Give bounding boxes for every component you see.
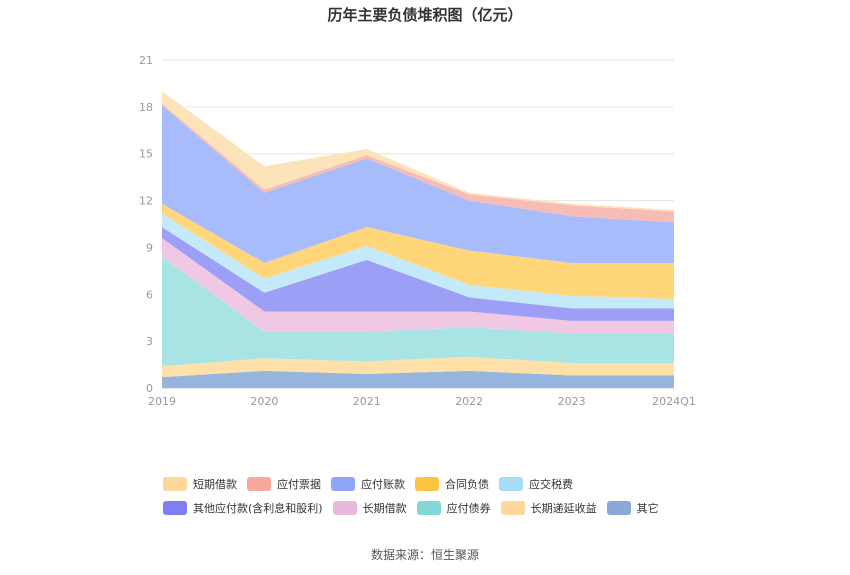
- legend-label: 应付票据: [277, 478, 321, 491]
- legend-label: 短期借款: [193, 478, 237, 491]
- legend-label: 其他应付款(含利息和股利): [193, 502, 323, 515]
- legend-item[interactable]: 应付账款: [331, 476, 405, 492]
- area-series-2[interactable]: [162, 256, 674, 367]
- x-tick-label: 2024Q1: [652, 395, 696, 408]
- y-tick-label: 6: [146, 288, 153, 301]
- y-tick-label: 15: [139, 148, 153, 161]
- y-tick-label: 0: [146, 382, 153, 395]
- y-tick-label: 12: [139, 195, 153, 208]
- area-series-6[interactable]: [162, 203, 674, 299]
- legend: 短期借款 应付票据 应付账款 合同负债 应交税费 其他应付款(含利息和股利) 长期借款 应付…: [163, 472, 723, 520]
- legend-label: 合同负债: [445, 478, 489, 491]
- legend-swatch: [163, 477, 187, 491]
- area-series-8[interactable]: [162, 103, 674, 223]
- y-tick-label: 3: [146, 335, 153, 348]
- y-tick-label: 21: [139, 54, 153, 67]
- area-series-7[interactable]: [162, 105, 674, 264]
- legend-swatch: [416, 501, 441, 515]
- x-tick-label: 2022: [455, 395, 483, 408]
- axis-layer: 0 3 6 9 12 15 18 21 2019 2020 2021 2022 2023 2024Q1: [139, 54, 696, 408]
- legend-swatch: [331, 477, 355, 491]
- legend-swatch: [499, 477, 523, 491]
- x-tick-label: 2023: [558, 395, 586, 408]
- legend-label: 长期借款: [362, 502, 407, 515]
- legend-swatch: [500, 501, 525, 515]
- y-tick-label: 18: [139, 101, 153, 114]
- legend-item[interactable]: 应付债券: [416, 500, 491, 516]
- legend-item[interactable]: 合同负债: [415, 476, 489, 492]
- legend-row: 短期借款 应付票据 应付账款 合同负债 应交税费: [163, 472, 723, 496]
- source-note: 数据来源：恒生聚源: [370, 548, 479, 562]
- legend-item[interactable]: 其他应付款(含利息和股利): [163, 500, 323, 516]
- x-tick-label: 2021: [353, 395, 381, 408]
- area-layer: [162, 91, 674, 388]
- legend-label: 应交税费: [529, 478, 573, 491]
- legend-swatch: [163, 501, 187, 515]
- legend-swatch: [415, 477, 439, 491]
- legend-label: 应付账款: [361, 478, 405, 491]
- area-series-1[interactable]: [162, 356, 674, 378]
- legend-label: 长期递延收益: [530, 502, 597, 515]
- legend-row: 其他应付款(含利息和股利) 长期借款 应付债券 长期递延收益 其它: [163, 496, 723, 520]
- legend-item[interactable]: 长期借款: [332, 500, 407, 516]
- legend-item[interactable]: 其它: [606, 500, 659, 516]
- legend-label: 其它: [636, 502, 659, 515]
- chart-title: 历年主要负债堆积图（亿元）: [327, 6, 523, 24]
- x-tick-label: 2019: [148, 395, 176, 408]
- area-series-0[interactable]: [162, 370, 674, 388]
- legend-item[interactable]: 长期递延收益: [500, 500, 597, 516]
- legend-item[interactable]: 应付票据: [247, 476, 321, 492]
- y-tick-label: 9: [146, 241, 153, 254]
- area-series-3[interactable]: [162, 238, 674, 334]
- area-series-4[interactable]: [162, 227, 674, 321]
- legend-swatch: [606, 501, 631, 515]
- legend-swatch: [247, 477, 271, 491]
- legend-label: 应付债券: [446, 502, 491, 515]
- legend-item[interactable]: 应交税费: [499, 476, 573, 492]
- x-tick-label: 2020: [250, 395, 278, 408]
- legend-item[interactable]: 短期借款: [163, 476, 237, 492]
- legend-swatch: [332, 501, 357, 515]
- area-series-5[interactable]: [162, 213, 674, 309]
